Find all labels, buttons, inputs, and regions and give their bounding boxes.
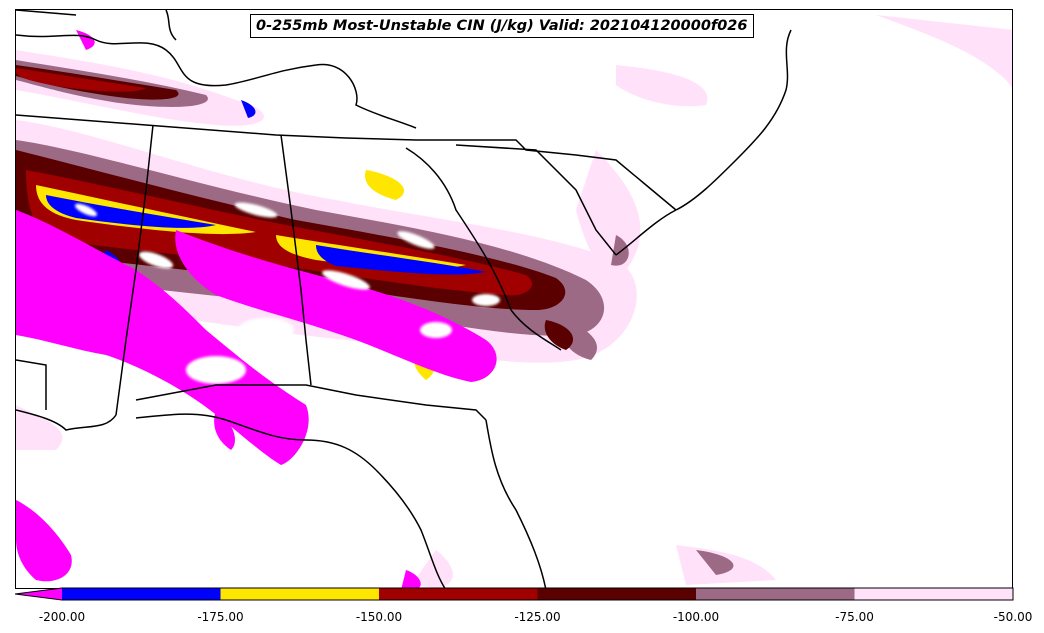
map-title: 0-255mb Most-Unstable CIN (J/kg) Valid: … [250,14,754,38]
cin-field-gaps [74,202,500,384]
colorbar [15,587,1014,601]
state-boundaries [16,10,792,588]
cin-map [16,10,1012,588]
colorbar-segment [220,588,380,600]
colorbar-segment [62,588,221,600]
colorbar-outline [15,587,1014,601]
map-panel [15,9,1013,589]
colorbar-segment [854,588,1014,600]
colorbar-extend-min [15,588,62,600]
colorbar-tick-label: -150.00 [355,610,403,624]
colorbar-tick-label: -100.00 [672,610,720,624]
colorbar-segment [696,588,855,600]
colorbar-tick-label: -50.00 [993,610,1033,624]
colorbar-tick-label: -175.00 [197,610,244,624]
cin-field-magenta [16,30,497,588]
colorbar-tick-label: -75.00 [835,610,874,624]
colorbar-tick-label: -200.00 [38,610,86,624]
colorbar-tick-label: -125.00 [514,610,561,624]
colorbar-segment [537,588,697,600]
colorbar-segment [379,588,538,600]
